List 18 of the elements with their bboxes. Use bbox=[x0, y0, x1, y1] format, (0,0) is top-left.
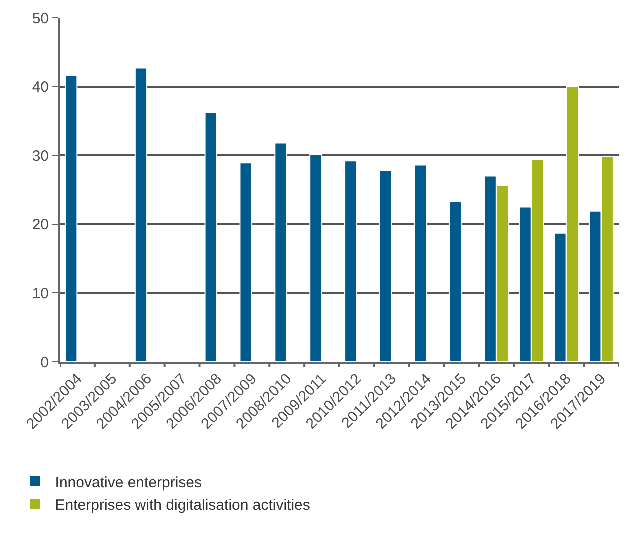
bar bbox=[240, 162, 252, 362]
y-tick-label: 30 bbox=[32, 148, 49, 165]
bar bbox=[134, 68, 148, 362]
bar bbox=[379, 170, 392, 362]
legend-label: Enterprises with digitalisation activities bbox=[55, 496, 310, 514]
bar bbox=[449, 201, 462, 362]
y-tick-label: 10 bbox=[32, 285, 49, 302]
y-tick-label: 0 bbox=[40, 354, 49, 372]
bar bbox=[310, 154, 322, 362]
bar bbox=[344, 160, 358, 362]
y-tick-label: 20 bbox=[32, 216, 49, 234]
bar bbox=[414, 164, 428, 362]
legend-label: Innovative enterprises bbox=[55, 474, 202, 492]
bar bbox=[65, 75, 78, 362]
bar bbox=[274, 142, 288, 362]
y-tick-label: 50 bbox=[32, 10, 49, 28]
bar bbox=[204, 112, 218, 362]
y-tick-label: 40 bbox=[32, 79, 49, 96]
